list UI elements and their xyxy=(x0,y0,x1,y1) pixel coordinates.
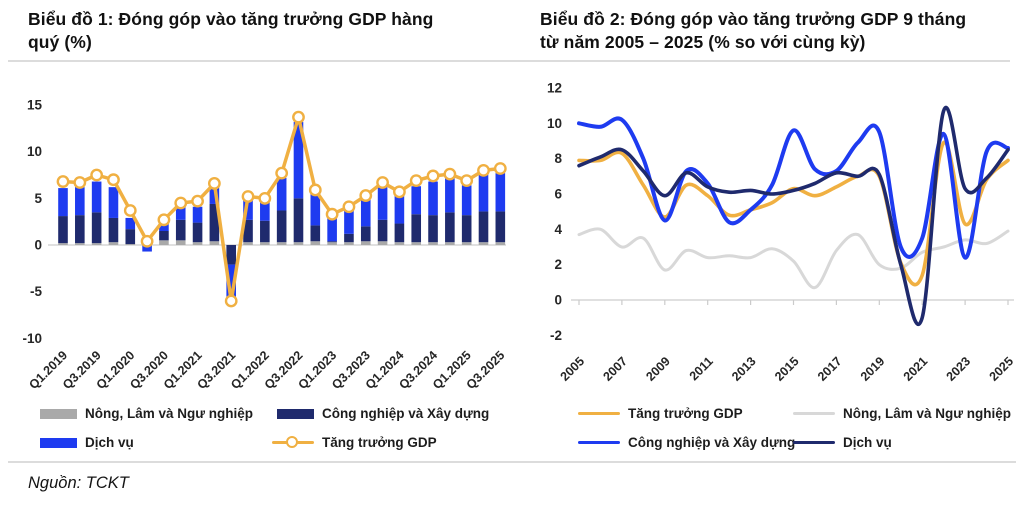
svg-text:2011: 2011 xyxy=(687,354,716,383)
svg-text:2005: 2005 xyxy=(558,354,588,384)
svg-text:0: 0 xyxy=(34,238,42,253)
gdp-line-swatch xyxy=(578,411,620,416)
footer-divider xyxy=(8,461,1016,463)
legend-label: Dịch vụ xyxy=(843,435,892,450)
legend-item-gdp-growth-chart2: Tăng trưởng GDP xyxy=(578,406,743,421)
svg-text:15: 15 xyxy=(27,98,43,113)
svg-text:2009: 2009 xyxy=(643,354,673,384)
stacked-bars-layer xyxy=(58,121,506,301)
svg-text:2: 2 xyxy=(554,257,562,272)
svg-text:12: 12 xyxy=(547,80,562,95)
gdp-growth-line xyxy=(577,140,1010,287)
legend-label: Tăng trưởng GDP xyxy=(628,406,743,421)
legend-label: Tăng trưởng GDP xyxy=(322,435,437,450)
svg-text:6: 6 xyxy=(554,186,562,201)
legend-item-gdp-growth-chart1: Tăng trưởng GDP xyxy=(272,435,437,450)
legend-item-industry-chart1: Công nghiệp và Xây dựng xyxy=(277,406,489,421)
agriculture-line xyxy=(577,227,1010,290)
svg-text:2017: 2017 xyxy=(815,354,845,384)
legend-label: Công nghiệp và Xây dựng xyxy=(628,435,796,450)
svg-text:4: 4 xyxy=(554,222,562,237)
svg-text:2015: 2015 xyxy=(772,354,802,384)
svg-text:2019: 2019 xyxy=(858,354,888,384)
svg-text:-2: -2 xyxy=(550,328,562,343)
gdp-line-marker-swatch xyxy=(272,436,314,449)
svg-text:5: 5 xyxy=(34,191,42,206)
title-divider xyxy=(8,60,1010,62)
svg-text:10: 10 xyxy=(27,144,42,159)
svg-text:0: 0 xyxy=(554,293,562,308)
industry-line-swatch xyxy=(578,440,620,445)
legend-label: Công nghiệp và Xây dựng xyxy=(322,406,490,421)
legend-item-services-chart1: Dịch vụ xyxy=(40,435,134,450)
svg-text:2013: 2013 xyxy=(729,354,759,384)
legend-item-agriculture-chart1: Nông, Lâm và Ngư nghiệp xyxy=(40,406,253,421)
industry-swatch xyxy=(277,408,314,419)
chart2-title: Biểu đồ 2: Đóng góp vào tăng trưởng GDP … xyxy=(540,9,967,53)
agriculture-line-swatch xyxy=(793,411,835,416)
svg-text:2007: 2007 xyxy=(600,354,630,384)
nine-month-gdp-growth-chart: 12 10 8 6 4 2 0 -2 2005 2007 2009 2011 2013 2015 2017 2… xyxy=(547,80,1017,384)
svg-text:8: 8 xyxy=(554,151,562,166)
services-line-swatch xyxy=(793,440,835,445)
legend-item-services-chart2: Dịch vụ xyxy=(793,435,892,450)
services-line xyxy=(577,105,1010,327)
legend-label: Nông, Lâm và Ngư nghiệp xyxy=(843,406,1012,421)
svg-text:-10: -10 xyxy=(22,331,42,346)
gdp-growth-markers xyxy=(56,110,507,308)
quarterly-gdp-contribution-chart: 151050-5-10Q1.2019Q3.2019Q1.2020Q3.2020Q… xyxy=(22,98,507,392)
source-note: Nguồn: TCKT xyxy=(28,474,129,492)
legend-label: Dịch vụ xyxy=(85,435,134,450)
svg-text:2025: 2025 xyxy=(987,354,1017,384)
legend-item-industry-chart2: Công nghiệp và Xây dựng xyxy=(578,435,795,450)
svg-text:2021: 2021 xyxy=(901,354,931,384)
chart1-title: Biểu đồ 1: Đóng góp vào tăng trưởng GDP … xyxy=(28,9,434,53)
agriculture-swatch xyxy=(40,408,77,419)
services-swatch xyxy=(40,437,77,448)
legend-item-agriculture-chart2: Nông, Lâm và Ngư nghiệp xyxy=(793,406,1011,421)
industry-construction-line xyxy=(577,116,1010,260)
svg-text:2023: 2023 xyxy=(944,354,974,384)
legend-label: Nông, Lâm và Ngư nghiệp xyxy=(85,406,254,421)
svg-text:-5: -5 xyxy=(30,284,42,299)
svg-text:10: 10 xyxy=(547,116,562,131)
